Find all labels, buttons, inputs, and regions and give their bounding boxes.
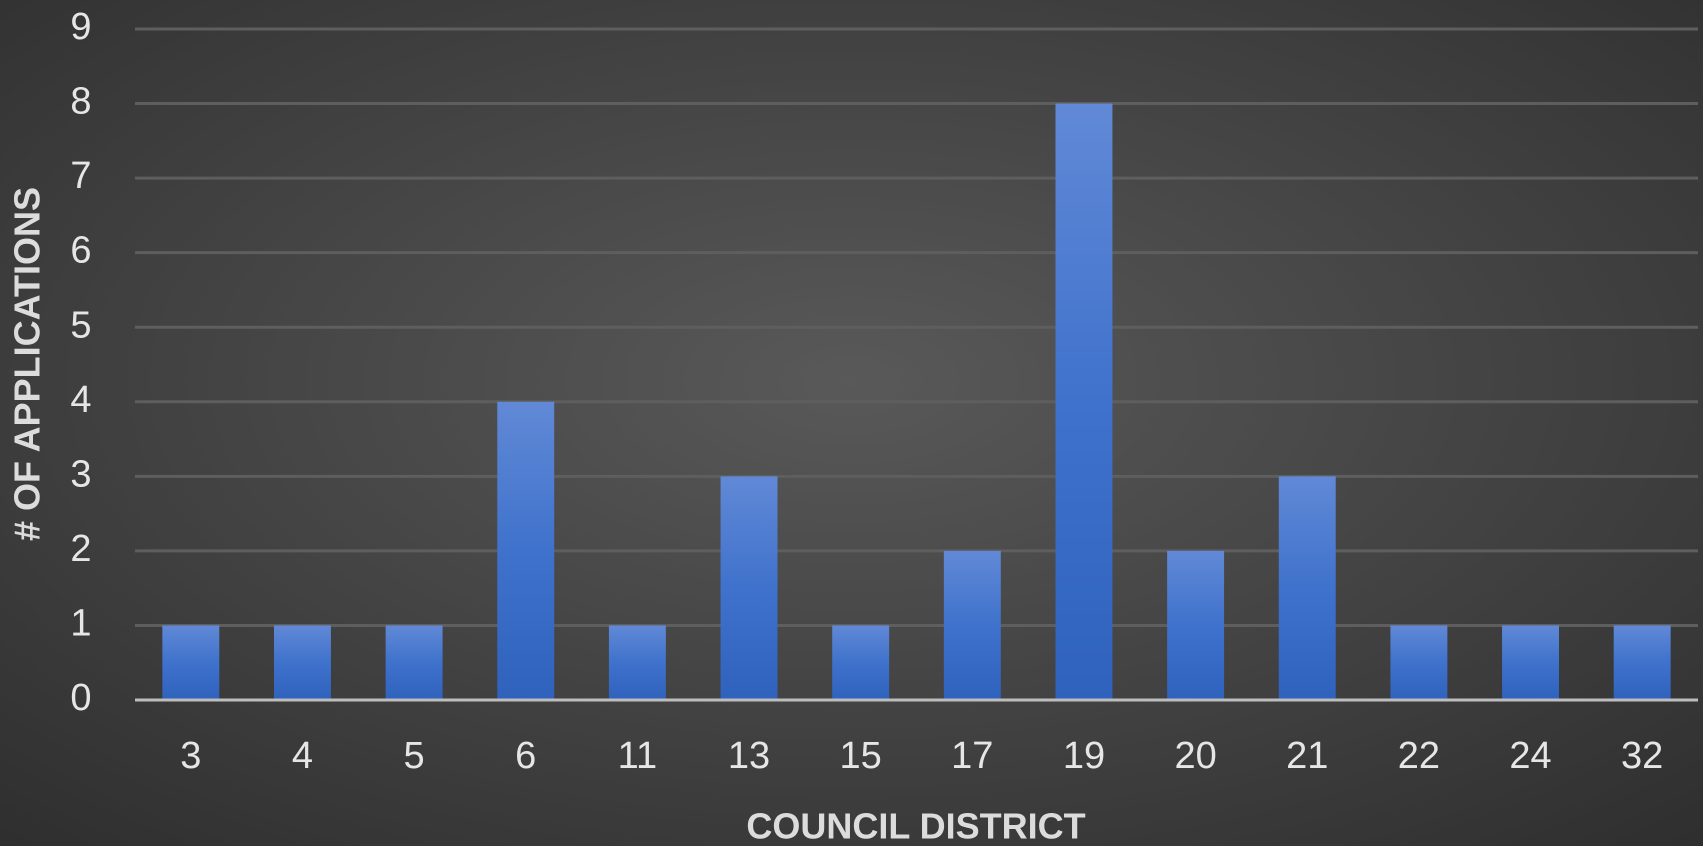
- bar: [720, 476, 778, 700]
- bar: [385, 625, 443, 700]
- bar: [1613, 625, 1671, 700]
- y-tick-label: 7: [70, 155, 91, 197]
- x-tick-label: 24: [1509, 735, 1551, 777]
- y-tick-label: 6: [70, 230, 91, 272]
- y-tick-label: 1: [70, 602, 91, 644]
- x-tick-label: 21: [1286, 735, 1328, 777]
- x-tick-label: 6: [515, 735, 536, 777]
- bar: [162, 625, 220, 700]
- y-tick-label: 5: [70, 304, 91, 346]
- y-tick-label: 8: [70, 81, 91, 123]
- x-tick-label: 15: [840, 735, 882, 777]
- bar: [1390, 625, 1448, 700]
- bar: [832, 625, 890, 700]
- bar: [273, 625, 331, 700]
- x-axis-title: COUNCIL DISTRICT: [746, 806, 1085, 846]
- bar: [1167, 550, 1225, 700]
- y-tick-label: 4: [70, 379, 91, 421]
- bar: [1502, 625, 1560, 700]
- y-tick-label: 9: [70, 6, 91, 48]
- bar: [608, 625, 666, 700]
- x-tick-label: 20: [1174, 735, 1216, 777]
- x-tick-label: 17: [951, 735, 993, 777]
- y-tick-label: 3: [70, 453, 91, 495]
- x-tick-label: 4: [292, 735, 313, 777]
- bar: [1055, 103, 1113, 701]
- x-tick-label: 19: [1063, 735, 1105, 777]
- bar: [1278, 476, 1336, 700]
- x-tick-label: 5: [404, 735, 425, 777]
- x-tick-label: 3: [180, 735, 201, 777]
- bar: [943, 550, 1001, 700]
- bar: [497, 401, 555, 700]
- y-tick-label: 2: [70, 528, 91, 570]
- x-tick-label: 22: [1398, 735, 1440, 777]
- y-tick-label: 0: [70, 677, 91, 719]
- x-tick-label: 32: [1621, 735, 1663, 777]
- x-tick-label: 11: [618, 735, 657, 777]
- y-axis-title: # OF APPLICATIONS: [7, 187, 48, 541]
- x-tick-label: 13: [728, 735, 770, 777]
